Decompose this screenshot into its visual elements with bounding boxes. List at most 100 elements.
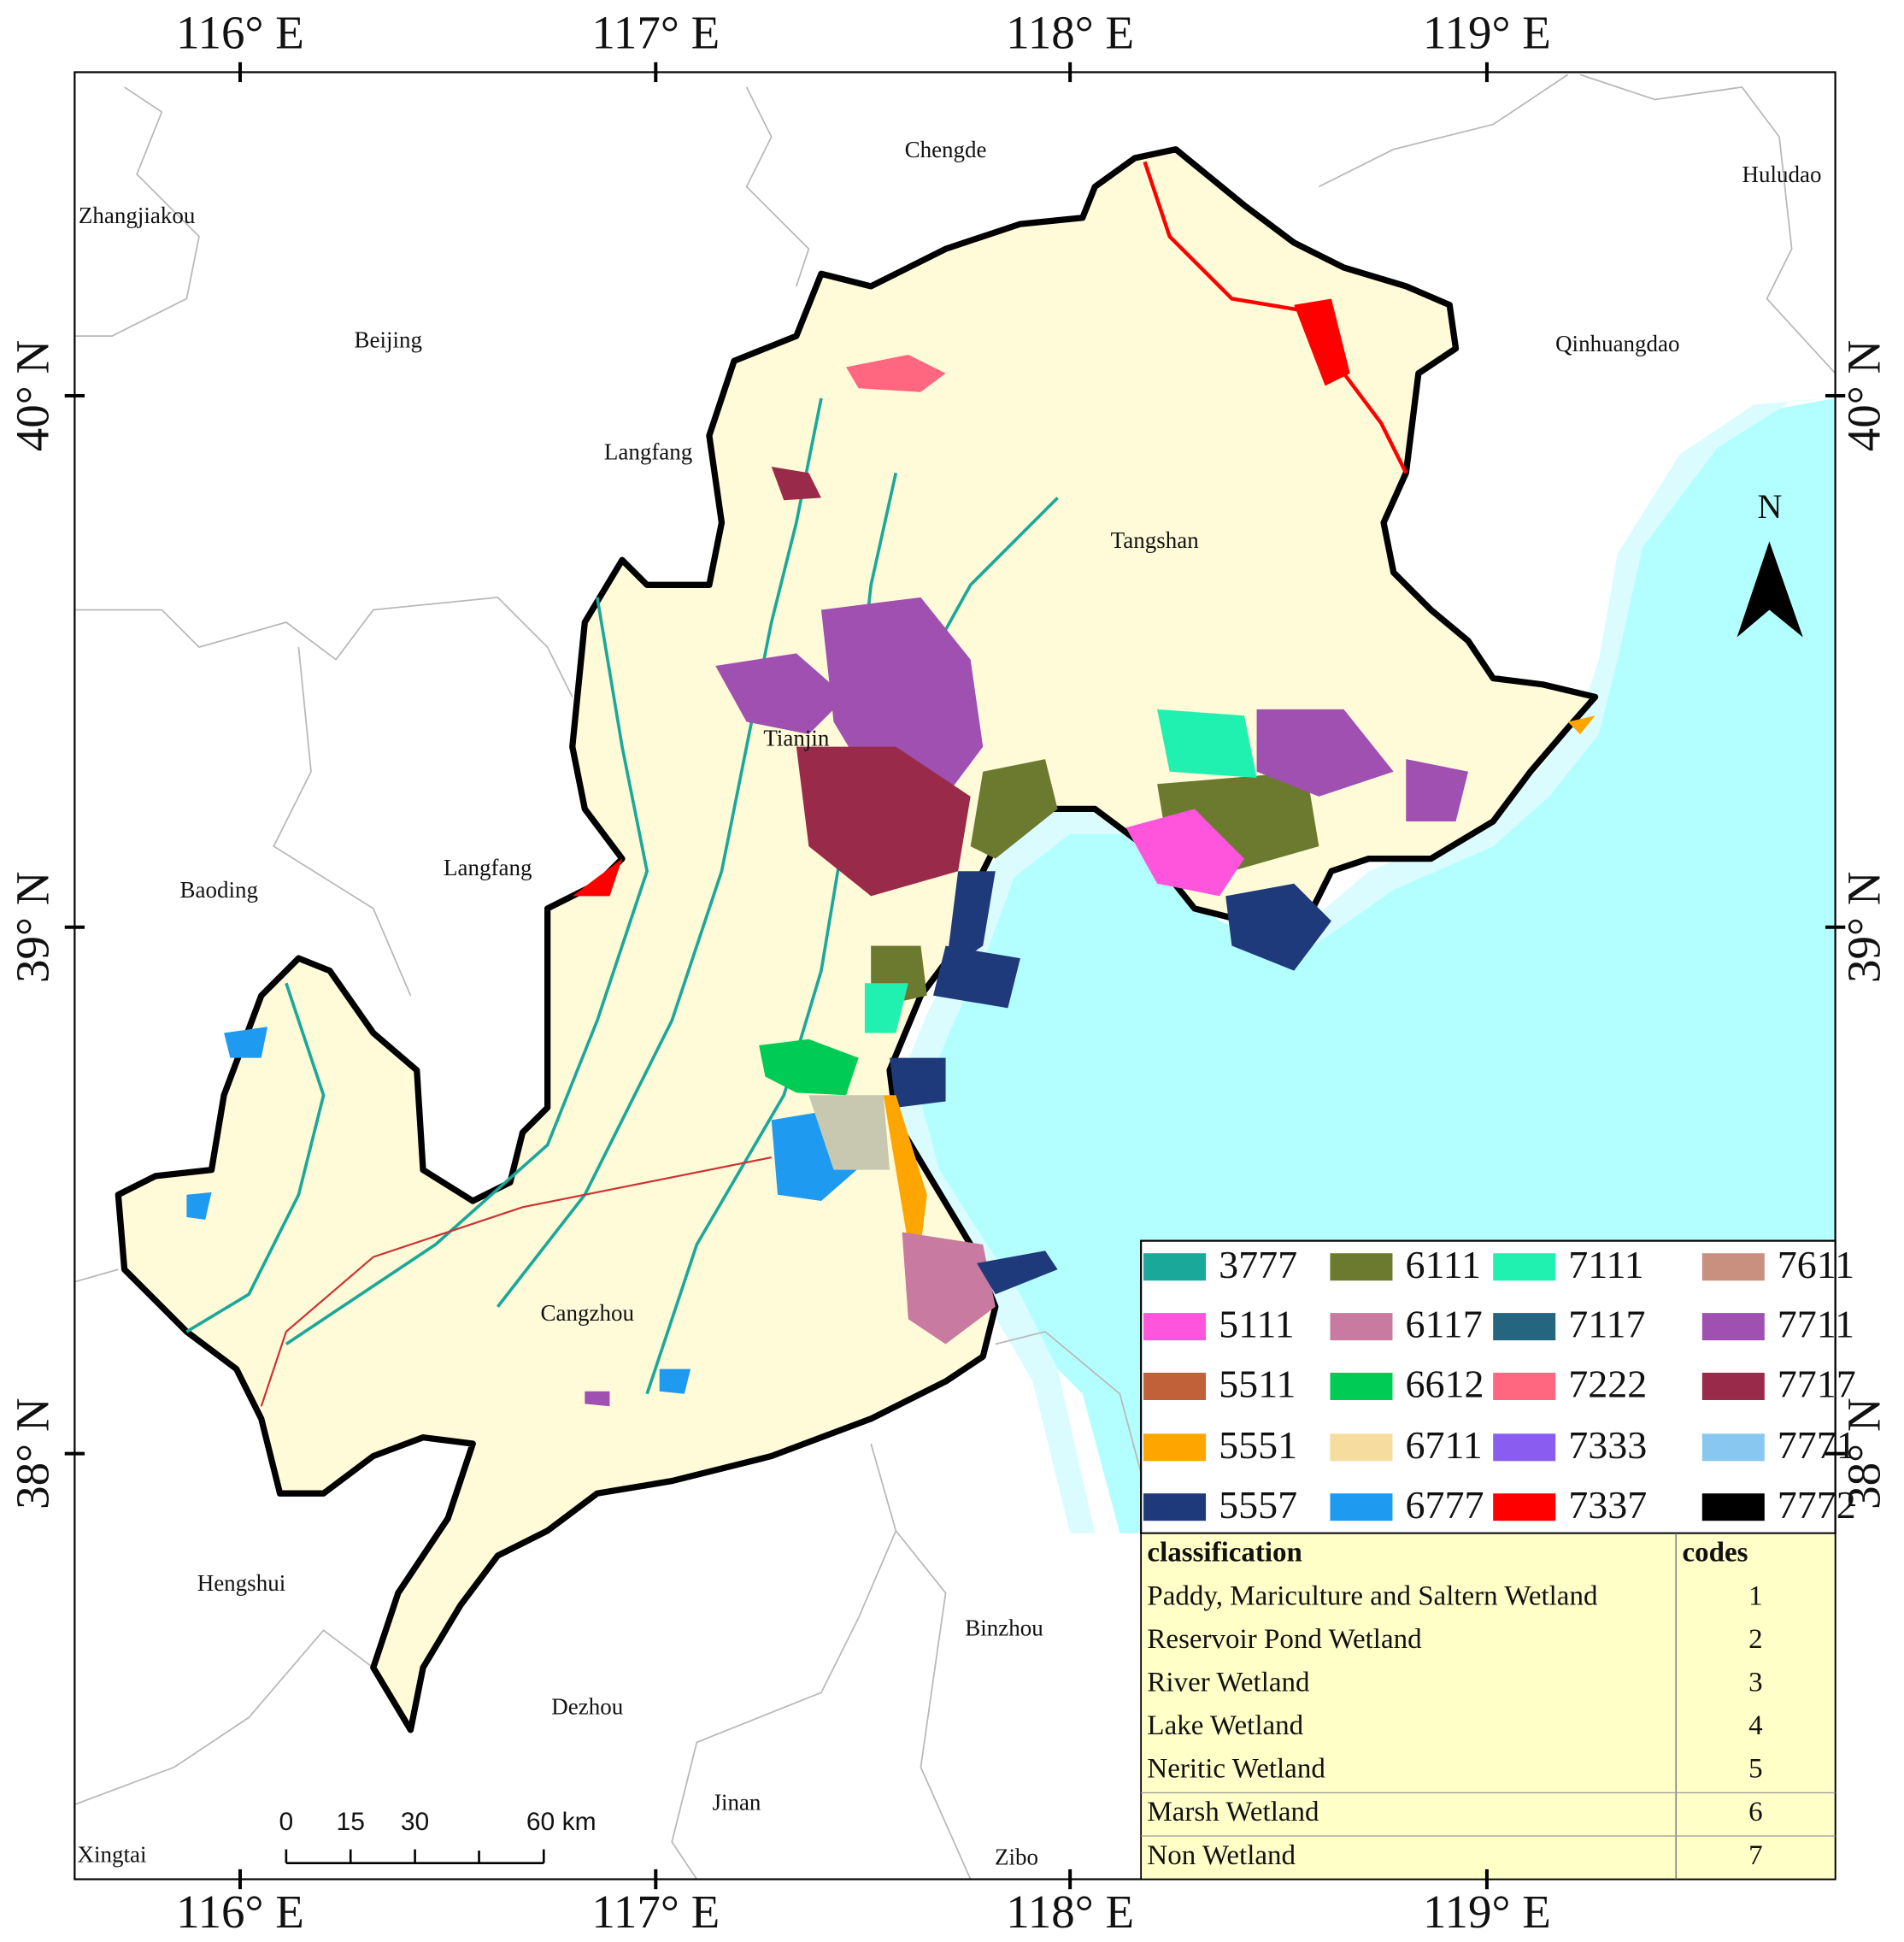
place-label: Xingtai <box>78 1842 147 1868</box>
legend-label: 7772 <box>1778 1483 1856 1527</box>
table-cell: Paddy, Mariculture and Saltern Wetland <box>1147 1580 1598 1611</box>
legend-swatch <box>1143 1372 1207 1400</box>
scale-label: 0 <box>279 1808 294 1836</box>
legend-swatch <box>1330 1433 1393 1462</box>
legend-swatch <box>1701 1372 1765 1400</box>
legend-swatch <box>1701 1313 1765 1341</box>
north-arrow-shape <box>1737 541 1803 638</box>
legend-swatch <box>1701 1493 1765 1521</box>
table-box <box>1140 1532 1836 1880</box>
table-header: codes <box>1683 1538 1748 1568</box>
legend-label: 7222 <box>1568 1362 1647 1406</box>
legend-swatch <box>1330 1372 1393 1400</box>
place-label: Dezhou <box>551 1693 623 1719</box>
legend-swatch <box>1143 1433 1207 1462</box>
place-label: Chengde <box>905 137 987 162</box>
table-cell: Non Wetland <box>1147 1840 1296 1871</box>
place-label: Huludao <box>1742 162 1821 187</box>
map-frame <box>73 71 1836 1880</box>
scale-label: 30 <box>401 1808 429 1836</box>
place-label: Tangshan <box>1111 527 1200 553</box>
place-label: Binzhou <box>965 1615 1043 1641</box>
legend-label: 6612 <box>1405 1362 1484 1406</box>
table-cell: Marsh Wetland <box>1147 1797 1319 1827</box>
table-cell: 6 <box>1748 1797 1763 1827</box>
longitude-label: 117° E <box>591 1886 720 1938</box>
table-cell: 4 <box>1748 1710 1763 1741</box>
place-label: Hengshui <box>197 1570 286 1596</box>
place-label: Zibo <box>995 1844 1038 1869</box>
table-header: classification <box>1147 1538 1302 1568</box>
legend-label: 6117 <box>1405 1303 1482 1346</box>
latitude-label: 40° N <box>1838 340 1890 451</box>
legend-label: 6777 <box>1405 1483 1484 1527</box>
legend-swatch <box>1493 1493 1556 1521</box>
legend-swatch <box>1330 1313 1393 1341</box>
legend-swatch <box>1143 1253 1207 1281</box>
legend-swatch <box>1701 1433 1765 1462</box>
study-region <box>115 146 1599 1733</box>
shallow-sea <box>893 397 1836 1533</box>
legend-label: 7717 <box>1778 1362 1856 1406</box>
longitude-label: 116° E <box>176 6 304 58</box>
legend-swatch <box>1143 1313 1207 1341</box>
legend-swatch <box>1493 1372 1556 1400</box>
scale-label: 15 <box>337 1808 365 1836</box>
place-label: Beijing <box>355 327 423 353</box>
place-label: Cangzhou <box>540 1300 634 1326</box>
latitude-label: 38° N <box>6 1398 58 1509</box>
legend-label: 3777 <box>1219 1243 1297 1286</box>
legend-label: 5551 <box>1219 1423 1297 1467</box>
legend-swatch <box>1330 1493 1393 1521</box>
table-cell: 7 <box>1748 1840 1763 1871</box>
legend-label: 7771 <box>1778 1423 1856 1467</box>
table-cell: 3 <box>1748 1667 1763 1698</box>
legend-label: 7337 <box>1568 1483 1647 1527</box>
legend-label: 5111 <box>1219 1303 1295 1346</box>
legend-swatch <box>1493 1433 1556 1462</box>
longitude-label: 117° E <box>591 6 720 58</box>
legend-swatch <box>1493 1313 1556 1341</box>
table-cell: River Wetland <box>1147 1667 1310 1698</box>
longitude-label: 119° E <box>1423 1886 1551 1938</box>
place-label: Langfang <box>444 855 532 880</box>
legend-label: 7333 <box>1568 1423 1647 1467</box>
legend-swatch <box>1143 1493 1207 1521</box>
place-label: Qinhuangdao <box>1555 331 1679 356</box>
legend-swatch <box>1493 1253 1556 1281</box>
table-cell: Lake Wetland <box>1147 1710 1303 1741</box>
table-cell: Neritic Wetland <box>1147 1754 1325 1785</box>
legend-label: 7711 <box>1778 1303 1854 1346</box>
table-cell: Reservoir Pond Wetland <box>1147 1624 1422 1655</box>
legend-label: 5511 <box>1219 1362 1296 1406</box>
legend-label: 6711 <box>1405 1423 1482 1467</box>
longitude-label: 116° E <box>176 1886 304 1938</box>
table-cell: 2 <box>1748 1624 1763 1655</box>
legend-label: 5557 <box>1219 1483 1297 1527</box>
legend-swatch <box>1701 1253 1765 1281</box>
place-label: Tianjin <box>763 726 830 751</box>
table-cell: 1 <box>1748 1580 1763 1611</box>
longitude-label: 118° E <box>1006 6 1134 58</box>
legend-label: 7117 <box>1568 1303 1645 1346</box>
longitude-label: 118° E <box>1006 1886 1134 1938</box>
place-label: Jinan <box>712 1789 761 1815</box>
longitude-label: 119° E <box>1423 6 1551 58</box>
canal <box>260 1156 772 1407</box>
place-label: Langfang <box>604 439 692 465</box>
district-boundaries <box>74 74 1836 1880</box>
latitude-label: 39° N <box>1838 871 1890 982</box>
latitude-label: 38° N <box>1838 1398 1890 1509</box>
wetland-patches <box>186 298 1595 1407</box>
place-label: Zhangjiakou <box>79 203 196 228</box>
legend-label: 7111 <box>1568 1243 1644 1286</box>
legend-label: 6111 <box>1405 1243 1481 1286</box>
map-graphics <box>73 71 1836 1880</box>
scale-label: 60 km <box>526 1808 596 1836</box>
latitude-label: 39° N <box>6 871 58 982</box>
legend-swatch <box>1330 1253 1393 1281</box>
north-label: N <box>1758 487 1783 526</box>
latitude-label: 40° N <box>6 340 58 451</box>
table-cell: 5 <box>1748 1754 1763 1785</box>
